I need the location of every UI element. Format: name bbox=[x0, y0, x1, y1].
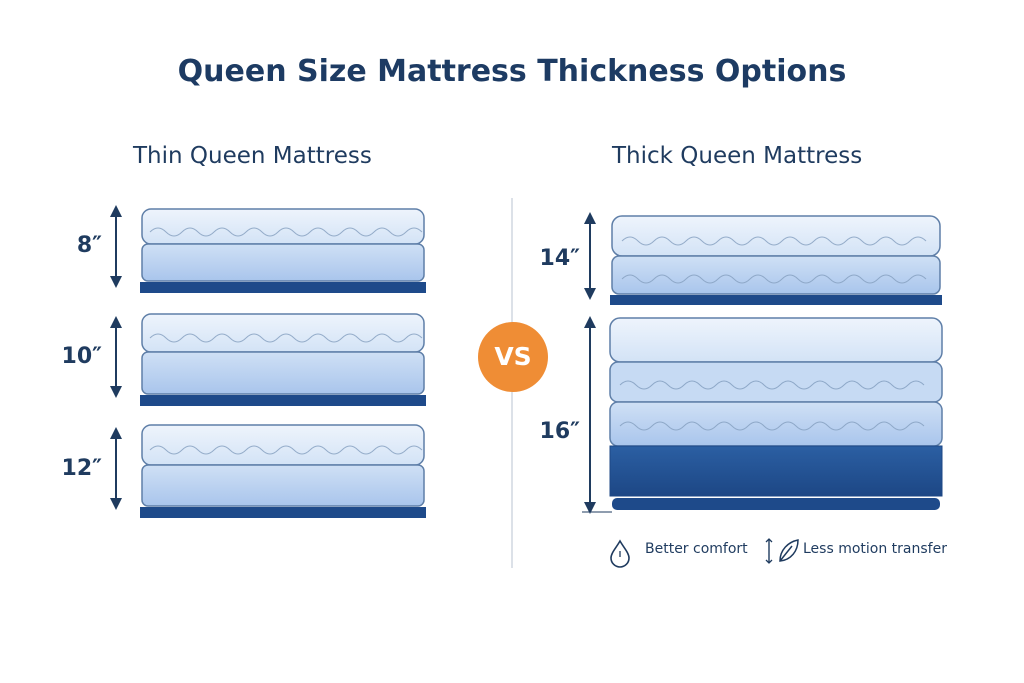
page-title: Queen Size Mattress Thickness Options bbox=[177, 54, 847, 89]
quilt-pattern bbox=[621, 236, 927, 246]
size-label-12in: 12″ bbox=[61, 456, 102, 481]
mattress-base bbox=[610, 295, 942, 305]
mattress-10in bbox=[110, 313, 426, 406]
size-label-16in: 16″ bbox=[539, 419, 580, 444]
mattress-foam-layer bbox=[141, 464, 425, 507]
quilt-pattern bbox=[619, 421, 925, 431]
mattress-base bbox=[612, 498, 940, 510]
feature-label-motion: Less motion transfer bbox=[803, 541, 947, 557]
quilt-pattern bbox=[621, 274, 927, 284]
mattress-foam-layer bbox=[611, 255, 941, 295]
mattress-top-layer bbox=[609, 317, 943, 363]
thick-heading: Thick Queen Mattress bbox=[612, 143, 863, 169]
size-label-10in: 10″ bbox=[61, 344, 102, 369]
quilt-pattern bbox=[149, 333, 423, 343]
mattress-14in bbox=[584, 212, 942, 305]
thin-heading: Thin Queen Mattress bbox=[133, 143, 372, 169]
vs-badge: VS bbox=[478, 322, 548, 392]
leaf-icon bbox=[779, 539, 799, 562]
feature-label-comfort: Better comfort bbox=[645, 541, 748, 557]
mattress-support-core bbox=[609, 445, 943, 497]
mattress-12in bbox=[110, 424, 426, 518]
size-label-14in: 14″ bbox=[539, 246, 580, 271]
droplet-icon bbox=[610, 539, 630, 568]
quilt-pattern bbox=[619, 380, 925, 390]
mattress-foam-layer bbox=[609, 401, 943, 447]
feature-divider-arrows bbox=[765, 538, 773, 564]
mattress-foam-layer bbox=[141, 243, 425, 282]
mattress-top-layer bbox=[141, 313, 425, 353]
mattress-top-layer bbox=[611, 215, 941, 257]
quilt-pattern bbox=[149, 227, 423, 237]
mattress-16in bbox=[582, 316, 943, 514]
quilt-pattern bbox=[149, 445, 423, 455]
mattress-8in bbox=[110, 205, 426, 293]
mattress-top-layer bbox=[141, 424, 425, 466]
mattress-top-layer bbox=[141, 208, 425, 245]
mattress-base bbox=[140, 395, 426, 406]
mattress-base bbox=[140, 282, 426, 293]
size-label-8in: 8″ bbox=[76, 233, 102, 258]
mattress-base bbox=[140, 507, 426, 518]
mattress-comfort-layer bbox=[609, 361, 943, 403]
mattress-foam-layer bbox=[141, 351, 425, 395]
